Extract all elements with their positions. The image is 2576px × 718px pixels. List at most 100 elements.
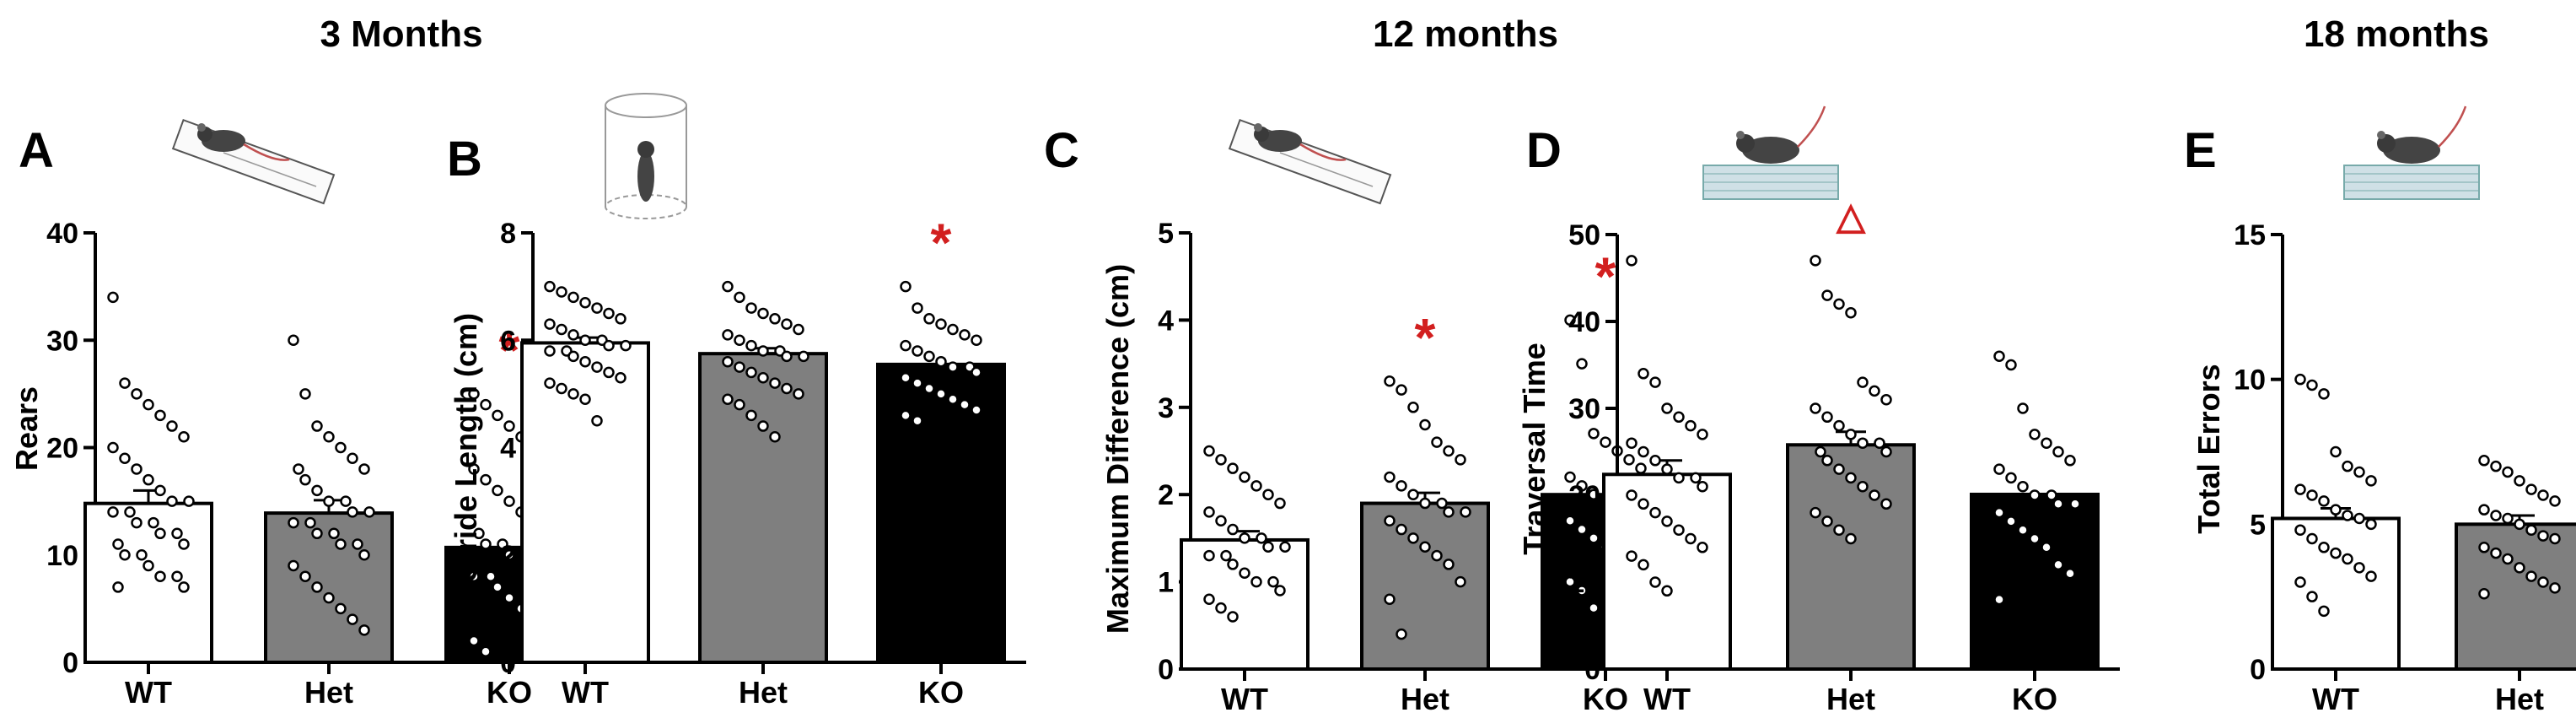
data-point <box>1857 480 1869 493</box>
data-point <box>1697 542 1708 553</box>
data-point <box>1279 541 1291 553</box>
data-point <box>2537 530 2549 542</box>
data-point <box>503 549 515 561</box>
data-point <box>1419 497 1431 510</box>
data-point <box>1588 532 1600 544</box>
data-point <box>2306 379 2318 391</box>
data-point <box>2478 504 2490 516</box>
data-point <box>1443 506 1455 518</box>
data-point <box>293 463 304 475</box>
data-point <box>503 591 515 604</box>
data-point <box>335 538 347 550</box>
data-point <box>107 441 119 454</box>
data-point <box>1239 567 1250 580</box>
data-point <box>148 516 159 529</box>
data-point <box>1564 314 1576 327</box>
data-point <box>178 581 190 593</box>
data-point <box>1649 376 1661 388</box>
data-point <box>1635 462 1647 474</box>
data-point <box>2549 532 2561 545</box>
y-tick-label: 50 <box>1568 219 1600 251</box>
data-point <box>745 339 757 352</box>
y-tick-label: 40 <box>1568 306 1600 338</box>
data-point <box>1431 436 1443 448</box>
data-point <box>112 581 124 593</box>
data-point <box>2330 547 2342 559</box>
data-point <box>363 506 375 518</box>
bar-wt <box>83 501 213 664</box>
data-point <box>1227 559 1239 570</box>
data-point <box>323 591 335 604</box>
x-tick-label: Het <box>2495 682 2544 716</box>
data-point <box>178 538 190 550</box>
y-tick-label: 0 <box>2250 654 2266 686</box>
data-point <box>171 570 183 582</box>
data-point <box>2502 466 2514 478</box>
data-point <box>1203 549 1215 562</box>
data-point <box>722 355 734 368</box>
data-point <box>2017 524 2029 536</box>
panel-label-A: A <box>19 123 54 178</box>
data-point <box>468 634 480 647</box>
data-point <box>1845 472 1857 484</box>
data-point <box>304 516 316 529</box>
bar-wt <box>1602 472 1732 672</box>
data-point <box>2514 518 2525 531</box>
x-tick-label: KO <box>2012 682 2057 716</box>
data-point <box>358 463 370 475</box>
x-tick-label: Het <box>1826 682 1875 716</box>
data-point <box>615 313 627 325</box>
data-point <box>2029 489 2041 501</box>
data-point <box>299 570 311 582</box>
panel-E: E Total Errors 051015WTHetKO*△ <box>2184 105 2576 716</box>
data-point <box>1396 523 1407 536</box>
data-point <box>1588 602 1600 614</box>
beam-illustration-icon <box>1702 105 1840 201</box>
x-tick-label: Het <box>739 675 788 710</box>
data-point <box>591 361 603 373</box>
data-point <box>959 329 971 341</box>
data-point <box>2549 582 2561 594</box>
bar-het <box>1360 501 1490 671</box>
data-point <box>347 452 358 464</box>
y-tick-label: 4 <box>500 433 516 465</box>
rotarod-illustration-icon <box>171 119 336 205</box>
data-point <box>1588 489 1600 500</box>
significance-star: * <box>931 213 952 273</box>
data-point <box>154 527 166 540</box>
data-point <box>1576 480 1588 492</box>
data-point <box>2514 475 2525 487</box>
data-point <box>769 431 781 443</box>
data-point <box>579 355 591 368</box>
data-point <box>112 538 124 550</box>
y-axis-label-B: Stride Length (cm) <box>449 313 483 581</box>
data-point <box>107 506 119 518</box>
data-point <box>480 645 492 658</box>
data-point <box>1407 489 1419 500</box>
data-point <box>603 366 615 379</box>
data-point <box>311 581 323 593</box>
data-point <box>154 570 166 582</box>
data-point <box>912 414 923 427</box>
data-point <box>769 377 781 389</box>
data-point <box>544 345 556 357</box>
data-point <box>556 323 567 336</box>
data-point <box>1227 611 1239 623</box>
data-point <box>1396 384 1407 396</box>
data-point <box>1661 463 1673 475</box>
data-point <box>492 581 503 593</box>
y-tick-label: 8 <box>500 218 516 250</box>
y-tick-label: 0 <box>1584 654 1600 686</box>
data-point <box>311 527 323 540</box>
data-point <box>1419 418 1431 431</box>
data-point <box>1845 306 1857 319</box>
data-point <box>2041 437 2052 449</box>
data-point <box>2525 483 2537 495</box>
data-point <box>2365 570 2377 582</box>
data-point <box>1857 376 1869 388</box>
data-point <box>1821 516 1833 527</box>
x-tick-label: WT <box>1221 682 1268 716</box>
data-point <box>793 388 804 400</box>
data-point <box>722 280 734 293</box>
data-point <box>131 463 143 475</box>
